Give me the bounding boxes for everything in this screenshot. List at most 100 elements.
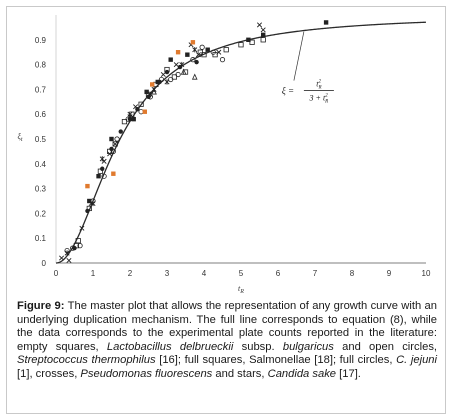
x-tick-label: 1	[91, 269, 96, 278]
caption-text-segment: [17].	[336, 367, 361, 380]
figure-frame	[6, 6, 446, 414]
data-point-square-open	[201, 52, 207, 58]
data-point-triangle-open	[180, 68, 187, 75]
data-point-square-filled	[261, 32, 266, 38]
data-point-square-filled	[185, 52, 190, 57]
data-point-square-filled	[150, 82, 155, 87]
data-point-star	[99, 156, 105, 162]
data-point-circle-open	[101, 173, 107, 179]
data-point-star	[164, 79, 170, 85]
data-point-circle-filled	[164, 69, 170, 75]
x-tick-label: 2	[128, 269, 133, 278]
data-point-cross	[79, 225, 85, 231]
y-tick-label: 0.9	[35, 36, 47, 45]
data-point-square-filled	[142, 109, 147, 114]
data-point-square-open	[223, 47, 229, 53]
data-point-cross	[66, 258, 72, 264]
axes	[55, 15, 426, 264]
data-point-square-filled	[109, 136, 114, 142]
caption-text-segment: [1], crosses,	[17, 367, 81, 380]
data-point-circle-open	[77, 243, 83, 249]
equation-denominator: 3 + tR2	[309, 94, 329, 105]
data-point-cross	[256, 22, 263, 28]
x-tick-label: 3	[165, 269, 170, 278]
caption-species-name: Streptococcus thermophilus	[17, 354, 156, 367]
data-point-square-open	[249, 39, 255, 45]
data-point-circle-open	[168, 76, 174, 83]
caption-text-segment: The master plot that allows the represen…	[17, 300, 437, 353]
x-tick-label: 0	[54, 269, 59, 278]
x-tick-label: 9	[387, 269, 392, 278]
data-point-triangle-open	[191, 73, 198, 80]
data-point-circle-open	[114, 136, 120, 142]
data-point-square-open	[138, 101, 144, 107]
data-point-cross	[260, 27, 266, 33]
master-plot-chart: 0 1 2 3 4 5 6 7 8 9 10 0 0.1 0.2 0.3 0.4 0.5 0.6 0.7 0.8 0.…	[17, 15, 431, 295]
y-tick-label: 0.3	[35, 185, 47, 194]
data-point-star	[90, 200, 96, 207]
data-point-square-open	[238, 42, 244, 48]
data-point-cross	[107, 151, 113, 157]
y-tick-label: 0	[42, 259, 47, 268]
figure-label: Figure 9:	[17, 300, 65, 312]
caption-text-segment: [16]; full squares, Salmonellae [18]; fu…	[155, 354, 397, 367]
data-point-circle-filled	[109, 146, 114, 152]
y-tick-label: 0.5	[35, 135, 47, 144]
data-point-cross	[133, 104, 139, 110]
y-tick-label: 0.2	[35, 209, 47, 218]
data-point-circle-open	[175, 71, 181, 78]
caption-text: The master plot that allows the represen…	[17, 300, 437, 380]
caption-text-segment: and open circles,	[333, 340, 438, 353]
data-point-circle-filled	[72, 245, 77, 251]
x-tick-label: 10	[422, 269, 431, 278]
data-point-cross	[147, 91, 153, 97]
data-point-star	[64, 250, 70, 256]
figure-caption: Figure 9: The master plot that allows th…	[17, 300, 437, 382]
data-point-square-filled	[96, 174, 101, 179]
data-point-cross	[112, 141, 118, 147]
data-point-circle-open	[210, 49, 216, 55]
data-point-square-open	[112, 141, 118, 147]
data-point-square-filled	[144, 89, 149, 95]
data-point-circle-filled	[194, 59, 199, 65]
data-point-star	[127, 113, 133, 120]
data-point-cross	[195, 52, 201, 58]
data-point-cross	[160, 72, 166, 78]
equation-lhs: ξ =	[282, 86, 294, 96]
y-tick-label: 0.7	[35, 85, 47, 94]
data-point-square-filled	[131, 116, 136, 122]
data-point-square-open	[260, 37, 266, 43]
y-tick-label: 0.8	[35, 61, 47, 70]
x-tick-label: 8	[350, 269, 355, 278]
data-point-square-filled	[85, 183, 90, 189]
data-point-square-filled	[168, 57, 173, 62]
data-point-square-open	[75, 238, 81, 244]
x-tick-label: 6	[276, 269, 281, 278]
data-point-star	[179, 61, 185, 68]
data-point-square-filled	[323, 20, 329, 25]
data-point-circle-open	[199, 44, 205, 50]
data-point-cross	[173, 62, 179, 68]
equation-numerator: tR2	[316, 80, 321, 91]
data-point-square-filled	[190, 40, 196, 45]
data-point-circle-filled	[157, 79, 162, 85]
x-tick-label: 4	[202, 269, 207, 278]
data-point-square-filled	[111, 171, 116, 176]
data-point-triangle-open	[151, 88, 157, 95]
annotation-leader-line	[293, 31, 305, 81]
caption-species-name: bulgaricus	[282, 340, 334, 353]
data-point-square-open	[121, 119, 128, 125]
data-point-cross	[216, 49, 222, 55]
data-point-square-filled	[246, 37, 251, 42]
data-points	[59, 20, 329, 264]
caption-text-segment: subsp.	[233, 340, 283, 353]
y-tick-label: 0.1	[35, 234, 47, 243]
data-point-circle-filled	[85, 208, 90, 214]
y-axis-label: ξt	[17, 132, 22, 143]
x-tick-label: 7	[313, 269, 318, 278]
x-axis-label: tR	[238, 284, 244, 295]
x-tick-labels: 0 1 2 3 4 5 6 7 8 9 10	[54, 269, 431, 278]
caption-species-name: Pseudomonas fluorescens	[80, 367, 213, 380]
data-point-square-filled	[205, 47, 210, 52]
data-point-circle-open	[219, 57, 226, 63]
